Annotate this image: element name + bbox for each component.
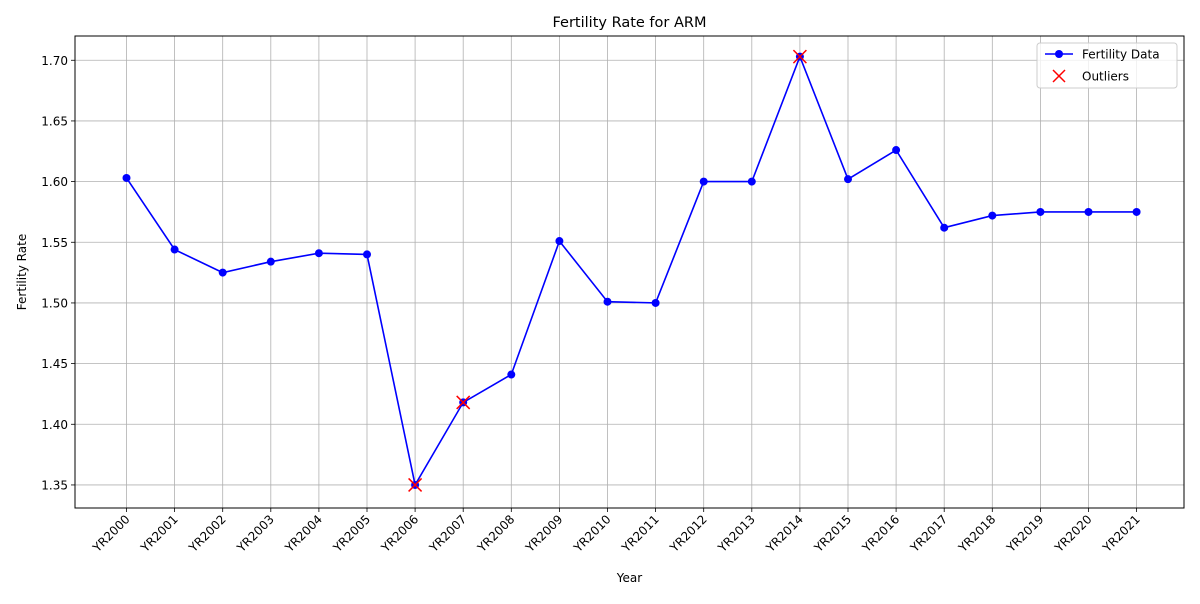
outlier-stroke — [792, 49, 807, 64]
x-tick-label: YR2012 — [667, 512, 710, 555]
data-point — [1084, 207, 1093, 216]
data-point — [1132, 207, 1141, 216]
x-tick-label: YR2010 — [570, 512, 613, 555]
data-point — [555, 237, 564, 246]
y-tick-label: 1.55 — [41, 236, 68, 250]
x-tick-label: YR2013 — [715, 512, 758, 555]
x-tick-label: YR2017 — [907, 512, 950, 555]
data-point — [266, 257, 275, 266]
series-line-path — [125, 54, 1137, 488]
x-tick-label: YR2009 — [522, 512, 565, 555]
x-tick-label: YR2016 — [859, 512, 902, 555]
series-outliers — [408, 49, 807, 492]
outlier-marker — [792, 49, 807, 64]
data-point — [363, 250, 371, 259]
x-tick-label: YR2001 — [137, 512, 180, 555]
legend: Fertility Data Outliers — [1036, 42, 1178, 89]
data-point — [747, 177, 756, 186]
data-point — [651, 298, 660, 307]
legend-label-outliers: Outliers — [1082, 70, 1129, 84]
outlier-stroke — [408, 477, 423, 492]
x-tick-label: YR2019 — [1003, 512, 1046, 555]
x-tick-label: YR2007 — [426, 512, 469, 555]
data-point — [892, 146, 901, 155]
y-tick-label: 1.40 — [41, 418, 68, 432]
x-axis: YR2000 YR2001 YR2002 YR2003 YR2004 YR2005 YR20… — [89, 508, 1143, 556]
data-point — [507, 370, 516, 379]
data-point — [218, 268, 227, 277]
data-point — [1036, 207, 1045, 216]
y-tick-label: 1.70 — [41, 54, 68, 68]
outlier-marker — [456, 395, 471, 410]
x-tick-label: YR2011 — [618, 512, 661, 555]
series-fertility-data — [122, 52, 1141, 489]
x-tick-label: YR2002 — [186, 512, 229, 555]
x-tick-label: YR2004 — [282, 512, 325, 555]
x-tick-label: YR2020 — [1051, 512, 1094, 555]
legend-outlier-swatch — [1052, 69, 1066, 83]
x-tick-label: YR2006 — [378, 512, 421, 555]
y-tick-label: 1.60 — [41, 175, 68, 189]
data-point — [603, 297, 612, 306]
y-tick-label: 1.45 — [41, 357, 68, 371]
chart-title: Fertility Rate for ARM — [553, 15, 707, 31]
data-point — [940, 223, 949, 232]
x-tick-label: YR2015 — [811, 512, 854, 555]
x-tick-label: YR2000 — [89, 512, 132, 555]
x-tick-label: YR2003 — [234, 512, 277, 555]
data-point — [844, 175, 852, 184]
x-tick-label: YR2005 — [330, 512, 373, 555]
y-tick-label: 1.35 — [41, 478, 68, 492]
x-axis-label: Year — [616, 571, 642, 585]
plot-area-frame — [74, 35, 1185, 509]
data-point — [699, 177, 708, 186]
x-tick-label: YR2021 — [1099, 512, 1142, 555]
y-axis-label: Fertility Rate — [15, 234, 29, 310]
data-point — [170, 245, 179, 254]
y-axis: 1.35 1.40 1.45 1.50 1.55 1.60 1.65 1.70 — [41, 54, 75, 492]
outlier-marker — [408, 477, 423, 492]
y-tick-label: 1.65 — [41, 114, 68, 128]
outlier-stroke — [456, 395, 471, 410]
y-tick-label: 1.50 — [41, 296, 68, 310]
data-point — [122, 173, 131, 182]
x-tick-label: YR2014 — [763, 512, 806, 555]
legend-label-fertility: Fertility Data — [1082, 48, 1160, 62]
x-tick-label: YR2008 — [474, 512, 517, 555]
legend-marker-swatch — [1055, 50, 1063, 58]
data-point — [988, 211, 997, 220]
x-tick-label: YR2018 — [955, 512, 998, 555]
grid-lines — [75, 36, 1184, 508]
data-point — [314, 249, 323, 258]
